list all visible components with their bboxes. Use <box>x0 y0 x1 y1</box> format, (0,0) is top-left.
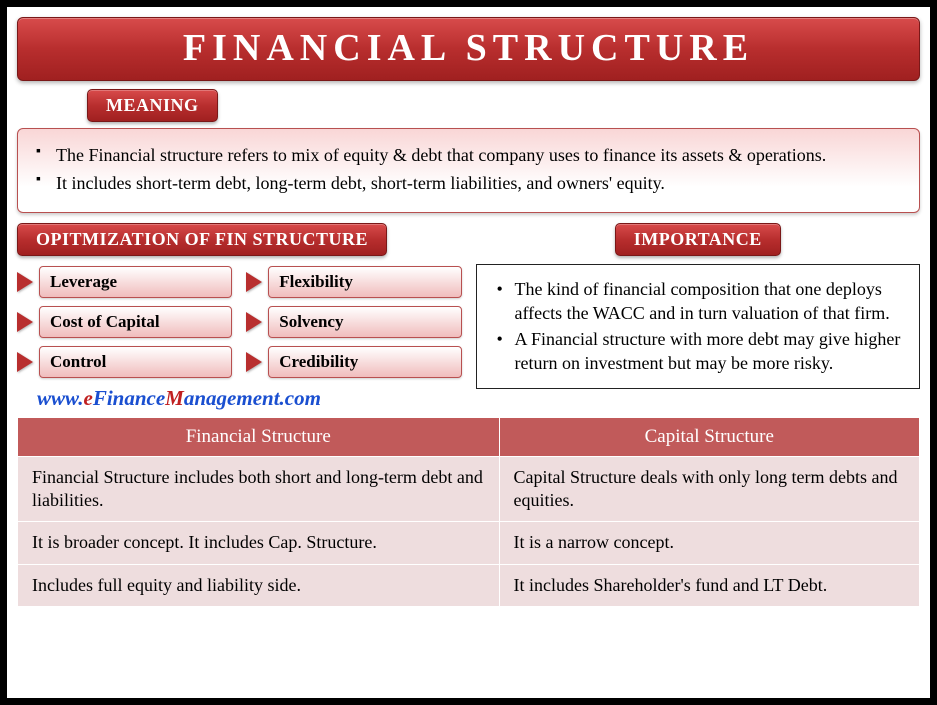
opt-item: Flexibility <box>246 266 461 298</box>
meaning-section: MEANING <box>17 89 920 122</box>
opt-item: Solvency <box>246 306 461 338</box>
opt-box: Credibility <box>268 346 461 378</box>
arrow-icon <box>246 272 262 292</box>
url-part: anagement.com <box>184 386 321 410</box>
meaning-bullet: It includes short-term debt, long-term d… <box>36 171 901 195</box>
importance-section: IMPORTANCE The kind of financial composi… <box>476 223 921 417</box>
url-part: www. <box>37 386 84 410</box>
opt-box: Solvency <box>268 306 461 338</box>
optimization-section: OPITMIZATION OF FIN STRUCTURE Leverage F… <box>17 223 462 417</box>
comparison-table: Financial Structure Capital Structure Fi… <box>17 417 920 608</box>
table-row: Financial Structure includes both short … <box>18 456 920 522</box>
arrow-icon <box>17 272 33 292</box>
meaning-bullet: The Financial structure refers to mix of… <box>36 143 901 167</box>
table-row: Includes full equity and liability side.… <box>18 564 920 606</box>
table-cell: It includes Shareholder's fund and LT De… <box>499 564 919 606</box>
opt-box: Cost of Capital <box>39 306 232 338</box>
arrow-icon <box>17 312 33 332</box>
table-header-row: Financial Structure Capital Structure <box>18 417 920 456</box>
table-cell: Includes full equity and liability side. <box>18 564 500 606</box>
opt-box: Flexibility <box>268 266 461 298</box>
importance-content: The kind of financial composition that o… <box>476 264 921 389</box>
table-cell: Financial Structure includes both short … <box>18 456 500 522</box>
importance-label: IMPORTANCE <box>615 223 781 256</box>
arrow-icon <box>17 352 33 372</box>
importance-bullet: The kind of financial composition that o… <box>497 277 906 326</box>
url-part: Finance <box>93 386 165 410</box>
opt-item: Cost of Capital <box>17 306 232 338</box>
arrow-icon <box>246 312 262 332</box>
table-header: Capital Structure <box>499 417 919 456</box>
opt-item: Leverage <box>17 266 232 298</box>
url-part: e <box>84 386 93 410</box>
table-header: Financial Structure <box>18 417 500 456</box>
table-cell: Capital Structure deals with only long t… <box>499 456 919 522</box>
importance-bullet: A Financial structure with more debt may… <box>497 327 906 376</box>
arrow-icon <box>246 352 262 372</box>
optimization-label: OPITMIZATION OF FIN STRUCTURE <box>17 223 387 256</box>
opt-box: Leverage <box>39 266 232 298</box>
url-part: M <box>165 386 184 410</box>
infographic-canvas: FINANCIAL STRUCTURE MEANING The Financia… <box>6 6 931 699</box>
opt-box: Control <box>39 346 232 378</box>
table-cell: It is a narrow concept. <box>499 522 919 564</box>
website-url[interactable]: www.eFinanceManagement.com <box>37 386 462 411</box>
opt-item: Credibility <box>246 346 461 378</box>
opt-item: Control <box>17 346 232 378</box>
table-row: It is broader concept. It includes Cap. … <box>18 522 920 564</box>
table-cell: It is broader concept. It includes Cap. … <box>18 522 500 564</box>
main-title: FINANCIAL STRUCTURE <box>17 17 920 81</box>
meaning-content: The Financial structure refers to mix of… <box>17 128 920 213</box>
meaning-label: MEANING <box>87 89 218 122</box>
